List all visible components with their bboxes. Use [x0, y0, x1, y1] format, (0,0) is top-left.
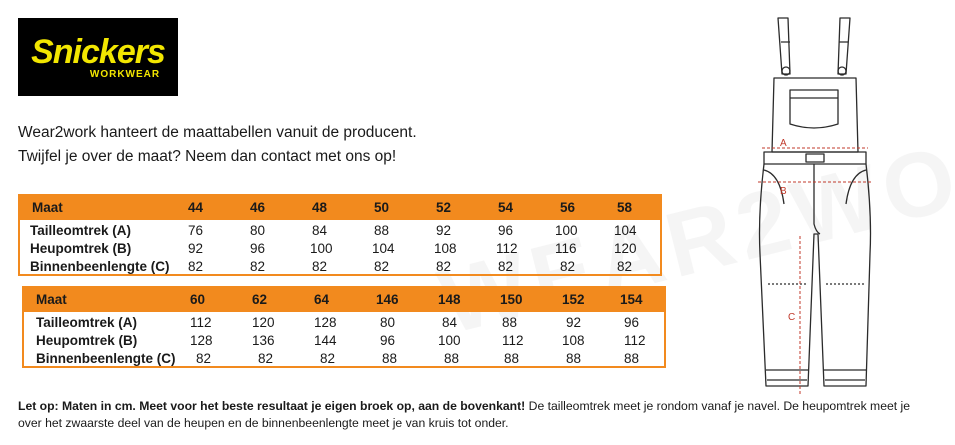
size-cell: 150	[500, 292, 523, 307]
value-cell: 100	[555, 223, 578, 238]
value-cell: 96	[250, 241, 266, 256]
logo-name: Snickers	[31, 32, 166, 71]
table-row: Taille­omtrek (A) 76 80 84 88 92 96 100 …	[20, 222, 660, 240]
header-label: Maat	[32, 200, 63, 215]
value-cell: 82	[196, 351, 212, 366]
value-cell: 104	[614, 223, 637, 238]
diagram-label-c: C	[788, 312, 795, 323]
value-cell: 82	[250, 259, 266, 274]
value-cell: 96	[624, 315, 640, 330]
row-label: Binnenbeenlengte (C)	[36, 351, 176, 366]
value-cell: 82	[560, 259, 576, 274]
size-cell: 148	[438, 292, 461, 307]
value-cell: 112	[502, 333, 524, 348]
row-label: Tailleomtrek (A)	[36, 315, 138, 330]
size-cell: 52	[436, 200, 452, 215]
value-cell: 88	[374, 223, 390, 238]
value-cell: 76	[188, 223, 204, 238]
value-cell: 88	[382, 351, 398, 366]
table-header: Maat 60 62 64 146 148 150 152 154	[24, 288, 664, 312]
snickers-logo: Snickers WORKWEAR	[18, 18, 178, 96]
size-cell: 58	[617, 200, 633, 215]
value-cell: 92	[188, 241, 204, 256]
size-cell: 60	[190, 292, 206, 307]
value-cell: 96	[380, 333, 396, 348]
size-cell: 54	[498, 200, 514, 215]
size-cell: 48	[312, 200, 328, 215]
value-cell: 88	[566, 351, 582, 366]
value-cell: 82	[188, 259, 204, 274]
table-row: Heupomtrek (B) 92 96 100 104 108 112 116…	[20, 240, 660, 258]
value-cell: 104	[372, 241, 395, 256]
value-cell: 92	[566, 315, 582, 330]
value-cell: 108	[562, 333, 585, 348]
measurement-note: Let op: Maten in cm. Meet voor het beste…	[18, 398, 918, 432]
value-cell: 112	[624, 333, 646, 348]
value-cell: 128	[314, 315, 337, 330]
value-cell: 82	[498, 259, 514, 274]
size-cell: 44	[188, 200, 204, 215]
value-cell: 96	[498, 223, 514, 238]
size-cell: 50	[374, 200, 390, 215]
value-cell: 82	[374, 259, 390, 274]
row-label: Taille­omtrek (A)	[30, 223, 132, 238]
value-cell: 120	[614, 241, 637, 256]
size-cell: 146	[376, 292, 399, 307]
value-cell: 82	[617, 259, 633, 274]
size-cell: 62	[252, 292, 268, 307]
size-cell: 152	[562, 292, 585, 307]
table-row: Tailleomtrek (A) 112 120 128 80 84 88 92…	[24, 314, 664, 332]
value-cell: 144	[314, 333, 337, 348]
value-cell: 84	[312, 223, 328, 238]
table-row: Binnenbeenlengte (C) 82 82 82 88 88 88 8…	[24, 350, 664, 368]
value-cell: 120	[252, 315, 275, 330]
value-cell: 88	[504, 351, 520, 366]
value-cell: 136	[252, 333, 275, 348]
table-header: Maat 44 46 48 50 52 54 56 58	[20, 196, 660, 220]
value-cell: 128	[190, 333, 213, 348]
value-cell: 82	[312, 259, 328, 274]
value-cell: 108	[434, 241, 457, 256]
size-cell: 64	[314, 292, 330, 307]
value-cell: 80	[250, 223, 266, 238]
value-cell: 88	[444, 351, 460, 366]
size-table-2: Maat 60 62 64 146 148 150 152 154 Taille…	[22, 286, 666, 368]
value-cell: 84	[442, 315, 458, 330]
diagram-label-a: A	[780, 138, 787, 149]
intro-text: Wear2work hanteert de maattabellen vanui…	[18, 121, 417, 169]
overall-diagram: A B C	[758, 17, 872, 394]
header-label: Maat	[36, 292, 67, 307]
value-cell: 100	[438, 333, 461, 348]
size-cell: 154	[620, 292, 643, 307]
value-cell: 112	[496, 241, 518, 256]
value-cell: 88	[502, 315, 518, 330]
value-cell: 100	[310, 241, 333, 256]
value-cell: 116	[555, 241, 577, 256]
value-cell: 88	[624, 351, 640, 366]
size-cell: 56	[560, 200, 576, 215]
value-cell: 112	[190, 315, 212, 330]
value-cell: 82	[436, 259, 452, 274]
value-cell: 82	[258, 351, 274, 366]
intro-line-2: Twijfel je over de maat? Neem dan contac…	[18, 148, 397, 165]
table-row: Heupomtrek (B) 128 136 144 96 100 112 10…	[24, 332, 664, 350]
intro-line-1: Wear2work hanteert de maattabellen vanui…	[18, 124, 417, 141]
diagram-label-b: B	[780, 186, 787, 197]
logo-sub: WORKWEAR	[89, 68, 161, 80]
value-cell: 82	[320, 351, 336, 366]
value-cell: 80	[380, 315, 396, 330]
row-label: Heupomtrek (B)	[36, 333, 138, 348]
note-bold: Let op: Maten in cm. Meet voor het beste…	[18, 399, 526, 413]
value-cell: 92	[436, 223, 452, 238]
note-rest: De tailleomtrek meet je rondom vanaf je …	[18, 399, 911, 430]
size-table-1: Maat 44 46 48 50 52 54 56 58 Taille­omtr…	[18, 194, 662, 276]
table-row: Binnenbeenlengte (C) 82 82 82 82 82 82 8…	[20, 258, 660, 276]
row-label: Heupomtrek (B)	[30, 241, 132, 256]
size-cell: 46	[250, 200, 266, 215]
row-label: Binnenbeenlengte (C)	[30, 259, 170, 274]
